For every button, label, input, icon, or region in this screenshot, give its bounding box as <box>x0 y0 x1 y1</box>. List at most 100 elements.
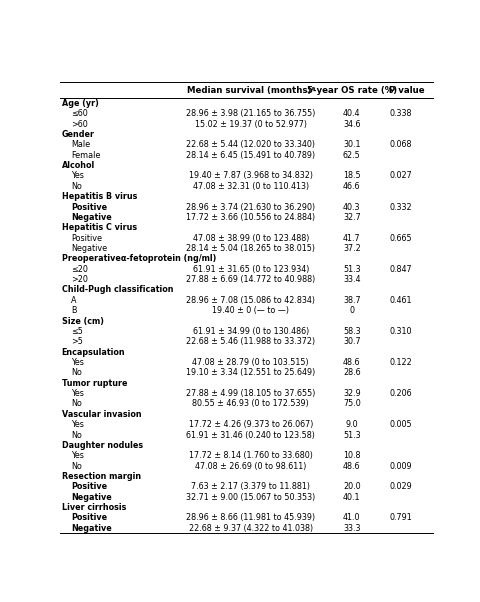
Text: >20: >20 <box>71 275 88 284</box>
Text: A: A <box>71 296 77 305</box>
Text: 40.1: 40.1 <box>342 492 360 501</box>
Text: Hepatitis C virus: Hepatitis C virus <box>61 223 136 232</box>
Text: 19.40 ± 7.87 (3.968 to 34.832): 19.40 ± 7.87 (3.968 to 34.832) <box>189 172 312 181</box>
Text: 27.88 ± 4.99 (18.105 to 37.655): 27.88 ± 4.99 (18.105 to 37.655) <box>186 389 315 398</box>
Text: Positive: Positive <box>71 202 107 211</box>
Text: Negative: Negative <box>71 213 112 222</box>
Text: P value: P value <box>388 86 424 95</box>
Text: 5-year OS rate (%): 5-year OS rate (%) <box>306 86 396 95</box>
Text: >5: >5 <box>71 337 83 346</box>
Text: 0.122: 0.122 <box>388 358 411 367</box>
Text: ≤5: ≤5 <box>71 327 83 336</box>
Text: Preoperativeα-fetoprotein (ng/ml): Preoperativeα-fetoprotein (ng/ml) <box>61 254 216 263</box>
Text: Liver cirrhosis: Liver cirrhosis <box>61 503 126 512</box>
Text: Yes: Yes <box>71 452 84 461</box>
Text: 27.88 ± 6.69 (14.772 to 40.988): 27.88 ± 6.69 (14.772 to 40.988) <box>186 275 315 284</box>
Text: Negative: Negative <box>71 492 112 501</box>
Text: Hepatitis B virus: Hepatitis B virus <box>61 192 137 201</box>
Text: Vascular invasion: Vascular invasion <box>61 410 141 419</box>
Text: B: B <box>71 306 77 315</box>
Text: 20.0: 20.0 <box>342 482 360 491</box>
Text: 46.6: 46.6 <box>342 182 360 191</box>
Text: 22.68 ± 5.46 (11.988 to 33.372): 22.68 ± 5.46 (11.988 to 33.372) <box>186 337 315 346</box>
Text: 22.68 ± 9.37 (4.322 to 41.038): 22.68 ± 9.37 (4.322 to 41.038) <box>188 524 312 533</box>
Text: 28.6: 28.6 <box>342 368 360 377</box>
Text: >60: >60 <box>71 120 88 129</box>
Text: 51.3: 51.3 <box>342 430 360 439</box>
Text: 40.4: 40.4 <box>342 109 360 118</box>
Text: ≤60: ≤60 <box>71 109 88 118</box>
Text: 61.91 ± 31.46 (0.240 to 123.58): 61.91 ± 31.46 (0.240 to 123.58) <box>186 430 314 439</box>
Text: No: No <box>71 368 82 377</box>
Text: 38.7: 38.7 <box>342 296 360 305</box>
Text: 62.5: 62.5 <box>342 150 360 160</box>
Text: No: No <box>71 462 82 471</box>
Text: No: No <box>71 430 82 439</box>
Text: Yes: Yes <box>71 358 84 367</box>
Text: Daughter nodules: Daughter nodules <box>61 441 143 450</box>
Text: Size (cm): Size (cm) <box>61 317 103 326</box>
Text: 0.009: 0.009 <box>388 462 411 471</box>
Text: 0.206: 0.206 <box>388 389 411 398</box>
Text: 80.55 ± 46.93 (0 to 172.539): 80.55 ± 46.93 (0 to 172.539) <box>192 399 309 408</box>
Text: 15.02 ± 19.37 (0 to 52.977): 15.02 ± 19.37 (0 to 52.977) <box>194 120 306 129</box>
Text: 30.1: 30.1 <box>342 140 360 149</box>
Text: 10.8: 10.8 <box>342 452 360 461</box>
Text: 19.10 ± 3.34 (12.551 to 25.649): 19.10 ± 3.34 (12.551 to 25.649) <box>186 368 315 377</box>
Text: 47.08 ± 28.79 (0 to 103.515): 47.08 ± 28.79 (0 to 103.515) <box>192 358 309 367</box>
Text: 48.6: 48.6 <box>342 462 360 471</box>
Text: 51.3: 51.3 <box>342 265 360 274</box>
Text: Male: Male <box>71 140 90 149</box>
Text: Median survival (months)ᵃ: Median survival (months)ᵃ <box>186 86 314 95</box>
Text: 61.91 ± 34.99 (0 to 130.486): 61.91 ± 34.99 (0 to 130.486) <box>192 327 308 336</box>
Text: 32.9: 32.9 <box>342 389 360 398</box>
Text: 30.7: 30.7 <box>342 337 360 346</box>
Text: 28.96 ± 8.66 (11.981 to 45.939): 28.96 ± 8.66 (11.981 to 45.939) <box>186 514 315 523</box>
Text: Yes: Yes <box>71 172 84 181</box>
Text: 22.68 ± 5.44 (12.020 to 33.340): 22.68 ± 5.44 (12.020 to 33.340) <box>186 140 315 149</box>
Text: Child-Pugh classification: Child-Pugh classification <box>61 285 173 294</box>
Text: 17.72 ± 4.26 (9.373 to 26.067): 17.72 ± 4.26 (9.373 to 26.067) <box>188 420 312 429</box>
Text: 41.7: 41.7 <box>342 234 360 243</box>
Text: 32.71 ± 9.00 (15.067 to 50.353): 32.71 ± 9.00 (15.067 to 50.353) <box>186 492 315 501</box>
Text: Gender: Gender <box>61 130 95 139</box>
Text: 0.310: 0.310 <box>388 327 411 336</box>
Text: Resection margin: Resection margin <box>61 472 141 481</box>
Text: 28.96 ± 3.74 (21.630 to 36.290): 28.96 ± 3.74 (21.630 to 36.290) <box>186 202 315 211</box>
Text: 0.665: 0.665 <box>388 234 411 243</box>
Text: 0.029: 0.029 <box>388 482 411 491</box>
Text: 9.0: 9.0 <box>345 420 358 429</box>
Text: No: No <box>71 182 82 191</box>
Text: No: No <box>71 399 82 408</box>
Text: 58.3: 58.3 <box>342 327 360 336</box>
Text: 75.0: 75.0 <box>342 399 360 408</box>
Text: 0.461: 0.461 <box>388 296 411 305</box>
Text: 17.72 ± 8.14 (1.760 to 33.680): 17.72 ± 8.14 (1.760 to 33.680) <box>189 452 312 461</box>
Text: 0.338: 0.338 <box>388 109 411 118</box>
Text: 0.005: 0.005 <box>388 420 411 429</box>
Text: Negative: Negative <box>71 244 107 253</box>
Text: Encapsulation: Encapsulation <box>61 347 125 356</box>
Text: Alcohol: Alcohol <box>61 161 95 170</box>
Text: 7.63 ± 2.17 (3.379 to 11.881): 7.63 ± 2.17 (3.379 to 11.881) <box>191 482 310 491</box>
Text: 28.14 ± 5.04 (18.265 to 38.015): 28.14 ± 5.04 (18.265 to 38.015) <box>186 244 315 253</box>
Text: Tumor rupture: Tumor rupture <box>61 379 127 388</box>
Text: 34.6: 34.6 <box>342 120 360 129</box>
Text: 37.2: 37.2 <box>342 244 360 253</box>
Text: 33.4: 33.4 <box>342 275 360 284</box>
Text: 41.0: 41.0 <box>342 514 360 523</box>
Text: 47.08 ± 38.99 (0 to 123.488): 47.08 ± 38.99 (0 to 123.488) <box>192 234 308 243</box>
Text: 0.068: 0.068 <box>388 140 411 149</box>
Text: 40.3: 40.3 <box>342 202 360 211</box>
Text: 48.6: 48.6 <box>342 358 360 367</box>
Text: 17.72 ± 3.66 (10.556 to 24.884): 17.72 ± 3.66 (10.556 to 24.884) <box>186 213 315 222</box>
Text: 18.5: 18.5 <box>342 172 360 181</box>
Text: Positive: Positive <box>71 234 102 243</box>
Text: 28.14 ± 6.45 (15.491 to 40.789): 28.14 ± 6.45 (15.491 to 40.789) <box>186 150 315 160</box>
Text: 0.847: 0.847 <box>388 265 411 274</box>
Text: 0.027: 0.027 <box>388 172 411 181</box>
Text: 28.96 ± 3.98 (21.165 to 36.755): 28.96 ± 3.98 (21.165 to 36.755) <box>186 109 315 118</box>
Text: 19.40 ± 0 (— to —): 19.40 ± 0 (— to —) <box>212 306 288 315</box>
Text: Positive: Positive <box>71 514 107 523</box>
Text: Female: Female <box>71 150 100 160</box>
